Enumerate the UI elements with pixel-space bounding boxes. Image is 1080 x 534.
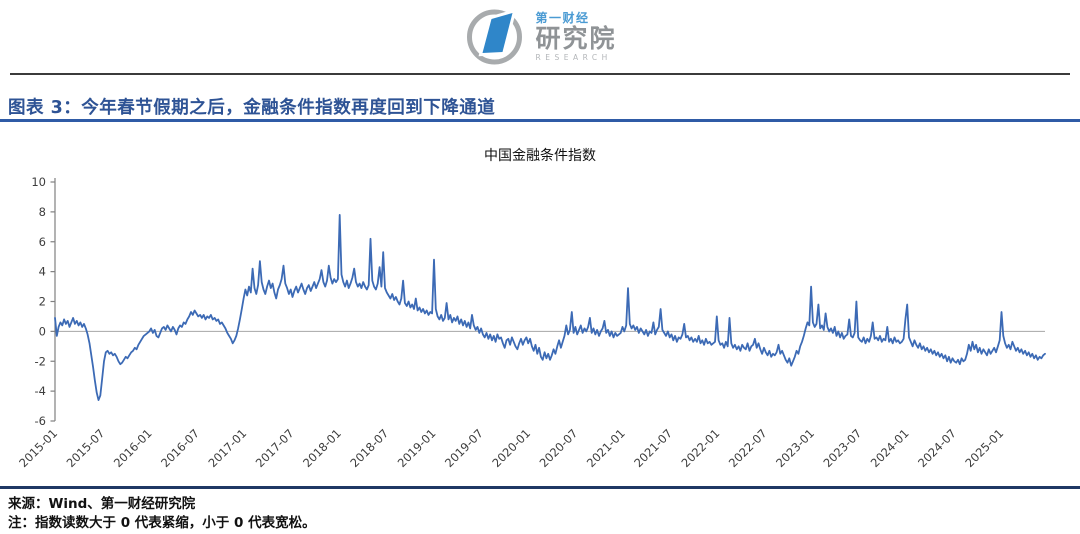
source-note: 来源：Wind、第一财经研究院 bbox=[8, 496, 196, 512]
x-tick-label: 2018-01 bbox=[300, 426, 344, 470]
logo-english-name: RESEARCH bbox=[535, 53, 612, 63]
header-divider bbox=[10, 73, 1070, 75]
x-tick-label: 2017-07 bbox=[253, 426, 297, 470]
x-tick-label: 2021-01 bbox=[584, 426, 628, 470]
x-tick-label: 2022-01 bbox=[679, 426, 723, 470]
x-tick-label: 2020-07 bbox=[537, 426, 581, 470]
x-tick-label: 2023-07 bbox=[820, 426, 864, 470]
x-tick-label: 2024-07 bbox=[915, 426, 959, 470]
logo-mark-icon bbox=[466, 8, 522, 65]
x-tick-label: 2024-01 bbox=[868, 426, 912, 470]
y-tick-label: 10 bbox=[31, 175, 46, 189]
x-tick-label: 2016-01 bbox=[111, 426, 155, 470]
y-tick-label: 4 bbox=[39, 265, 46, 279]
x-tick-label: 2019-01 bbox=[395, 426, 439, 470]
y-tick-label: 6 bbox=[39, 235, 46, 249]
y-tick-label: 2 bbox=[39, 295, 46, 309]
x-tick-label: 2015-07 bbox=[64, 426, 108, 470]
x-tick-label: 2021-07 bbox=[631, 426, 675, 470]
x-tick-label: 2020-01 bbox=[489, 426, 533, 470]
x-tick-label: 2022-07 bbox=[726, 426, 770, 470]
x-tick-label: 2017-01 bbox=[205, 426, 249, 470]
x-tick-label: 2019-07 bbox=[442, 426, 486, 470]
chart-title: 中国金融条件指数 bbox=[484, 148, 596, 164]
y-tick-label: -6 bbox=[35, 414, 46, 428]
x-tick-label: 2016-07 bbox=[158, 426, 202, 470]
figure-title-underline bbox=[0, 119, 1080, 122]
reading-note: 注：指数读数大于 0 代表紧缩，小于 0 代表宽松。 bbox=[8, 515, 316, 531]
index-series-line bbox=[54, 214, 1046, 402]
y-tick-label: 8 bbox=[39, 205, 46, 219]
x-tick-label: 2023-01 bbox=[773, 426, 817, 470]
logo-text: 第一财经 研究院 RESEARCH bbox=[535, 12, 616, 62]
x-tick-label: 2015-01 bbox=[16, 426, 60, 470]
logo-org-name: 研究院 bbox=[535, 24, 617, 54]
x-tick-label: 2018-07 bbox=[347, 426, 391, 470]
footer-divider bbox=[0, 486, 1080, 489]
y-tick-label: -2 bbox=[35, 354, 46, 368]
yicai-research-logo: 第一财经 研究院 RESEARCH bbox=[463, 6, 616, 68]
figure-title: 图表 3：今年春节假期之后，金融条件指数再度回到下降通道 bbox=[8, 98, 496, 118]
x-tick-label: 2025-01 bbox=[962, 426, 1006, 470]
y-tick-label: 0 bbox=[39, 324, 46, 338]
y-tick-label: -4 bbox=[35, 384, 46, 398]
logo-brand-name: 第一财经 bbox=[535, 11, 590, 26]
